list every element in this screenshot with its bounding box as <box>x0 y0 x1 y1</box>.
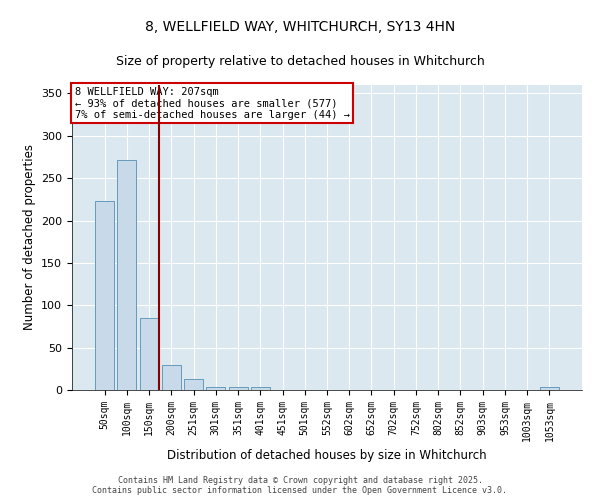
Text: Size of property relative to detached houses in Whitchurch: Size of property relative to detached ho… <box>116 55 484 68</box>
Text: 8 WELLFIELD WAY: 207sqm
← 93% of detached houses are smaller (577)
7% of semi-de: 8 WELLFIELD WAY: 207sqm ← 93% of detache… <box>74 86 350 120</box>
X-axis label: Distribution of detached houses by size in Whitchurch: Distribution of detached houses by size … <box>167 449 487 462</box>
Text: Contains HM Land Registry data © Crown copyright and database right 2025.
Contai: Contains HM Land Registry data © Crown c… <box>92 476 508 495</box>
Bar <box>229 386 248 390</box>
Text: 8, WELLFIELD WAY, WHITCHURCH, SY13 4HN: 8, WELLFIELD WAY, WHITCHURCH, SY13 4HN <box>145 20 455 34</box>
Bar <box>251 386 270 390</box>
Bar <box>162 364 181 390</box>
Bar <box>206 386 225 390</box>
Y-axis label: Number of detached properties: Number of detached properties <box>23 144 35 330</box>
Bar <box>540 388 559 390</box>
Bar <box>118 160 136 390</box>
Bar <box>95 201 114 390</box>
Bar <box>184 379 203 390</box>
Bar <box>140 318 158 390</box>
